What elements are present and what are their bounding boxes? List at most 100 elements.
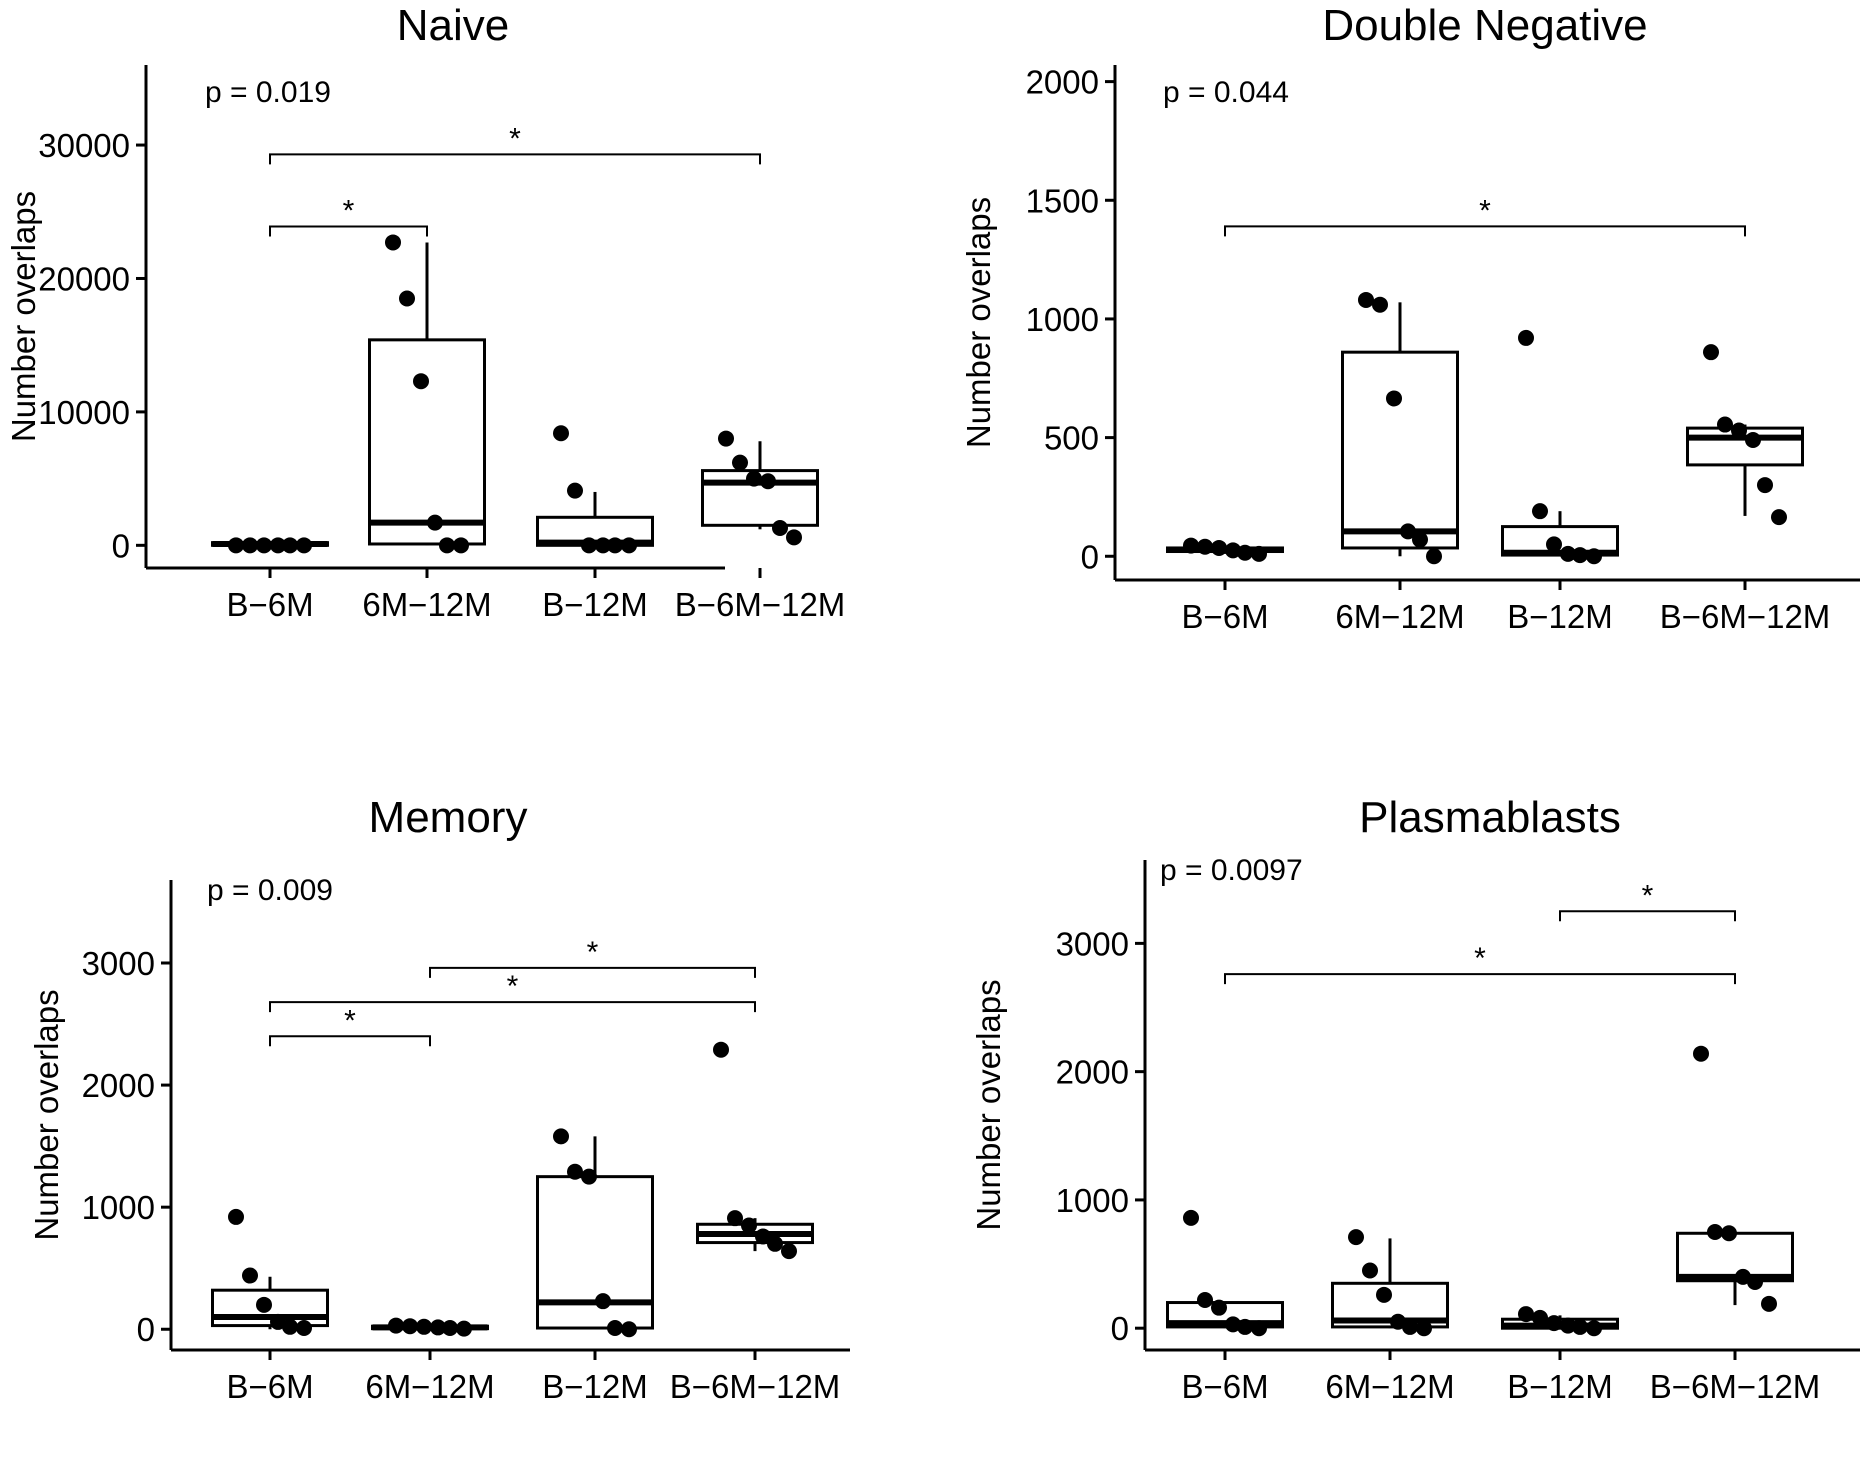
data-point: [1251, 1320, 1267, 1337]
data-point: [772, 519, 788, 536]
data-point: [282, 537, 298, 554]
panel-4: Plasmablasts 0 1000 2000 3000 Number overlaps…: [970, 793, 1860, 1405]
box-2: [1341, 291, 1459, 565]
data-point: [228, 1208, 244, 1225]
data-point: [1693, 1045, 1709, 1062]
x-tick-label: B−6M−12M: [675, 586, 846, 623]
x-tick-label: B−6M: [1181, 598, 1268, 635]
data-point: [228, 537, 244, 554]
data-point: [456, 1320, 472, 1337]
x-tick-label: B−6M−12M: [1650, 1368, 1821, 1405]
data-point: [1197, 1291, 1213, 1308]
data-point: [1348, 1229, 1364, 1246]
significance-star: *: [587, 936, 599, 969]
data-point: [442, 1320, 458, 1337]
significance-bracket: *: [269, 970, 756, 1013]
data-point: [741, 1217, 757, 1234]
x-tick-label: 6M−12M: [1325, 1368, 1454, 1405]
x-tick-label: B−6M: [226, 1368, 313, 1405]
panel-1: Naive 0 10000 20000 30000 Number overlaps B−6M…: [5, 1, 845, 623]
data-point: [621, 1321, 637, 1338]
x-tick-label: B−6M: [1181, 1368, 1268, 1405]
data-point: [1376, 1286, 1392, 1303]
significance-bracket: *: [269, 122, 761, 165]
data-point: [727, 1210, 743, 1227]
x-tick-label: B−12M: [1507, 598, 1612, 635]
data-point: [746, 470, 762, 487]
data-point: [1197, 538, 1213, 555]
y-tick-label: 1000: [82, 1189, 155, 1226]
data-point: [1402, 1318, 1418, 1335]
data-point: [1412, 531, 1428, 548]
y-tick-label: 2000: [1026, 64, 1099, 101]
data-point: [296, 1320, 312, 1337]
data-point: [1586, 1320, 1602, 1337]
bracket-line: [269, 153, 761, 165]
box-4: [1676, 1045, 1794, 1312]
data-point: [1426, 548, 1442, 565]
data-point: [1183, 537, 1199, 554]
significance-star: *: [1474, 942, 1486, 975]
data-point: [1572, 1318, 1588, 1335]
panel-title: Memory: [369, 793, 528, 842]
box-4: [701, 430, 819, 546]
bracket-line: [1224, 973, 1736, 985]
panel-title: Plasmablasts: [1359, 793, 1621, 842]
x-tick-label: B−12M: [542, 586, 647, 623]
data-point: [621, 537, 637, 554]
significance-star: *: [1642, 879, 1654, 912]
bracket-line: [1559, 910, 1736, 922]
x-tick-label: 6M−12M: [365, 1368, 494, 1405]
y-axis-label: Number overlaps: [28, 989, 65, 1240]
data-point: [1237, 544, 1253, 561]
y-tick-label: 2000: [1056, 1054, 1129, 1091]
y-axis-label: Number overlaps: [5, 191, 42, 442]
data-point: [270, 537, 286, 554]
data-point: [1183, 1209, 1199, 1226]
data-point: [781, 1243, 797, 1260]
data-point: [439, 537, 455, 554]
significance-star: *: [344, 1004, 356, 1037]
box-2: [368, 234, 486, 554]
box-4: [1686, 344, 1804, 526]
panel-3: Memory 0 1000 2000 3000 Number overlaps B−6M 6M…: [28, 793, 850, 1405]
significance-bracket: *: [269, 194, 428, 237]
significance-star: *: [343, 194, 355, 227]
data-point: [1546, 536, 1562, 553]
box-1: [211, 1208, 329, 1337]
box-iqr: [1676, 1231, 1794, 1283]
data-point: [430, 1319, 446, 1336]
p-value-label: p = 0.0097: [1160, 854, 1303, 887]
y-tick-label: 500: [1044, 420, 1099, 457]
data-point: [581, 537, 597, 554]
y-tick-label: 1000: [1056, 1182, 1129, 1219]
data-point: [1745, 431, 1761, 448]
data-point: [595, 537, 611, 554]
bracket-line: [429, 966, 756, 978]
data-point: [1390, 1313, 1406, 1330]
panel-title: Double Negative: [1322, 1, 1647, 50]
x-tick-label: B−12M: [542, 1368, 647, 1405]
data-point: [595, 1293, 611, 1310]
significance-star: *: [1479, 194, 1491, 227]
data-point: [1560, 545, 1576, 562]
data-point: [567, 1163, 583, 1180]
data-point: [453, 537, 469, 554]
data-point: [1518, 329, 1534, 346]
box-iqr: [1341, 350, 1459, 550]
data-point: [256, 537, 272, 554]
data-point: [270, 1313, 286, 1330]
data-point: [1717, 416, 1733, 433]
box-3: [1501, 329, 1619, 565]
x-tick-label: B−6M−12M: [670, 1368, 841, 1405]
panel-title: Naive: [397, 1, 510, 50]
p-value-label: p = 0.019: [205, 76, 331, 109]
y-tick-label: 20000: [38, 260, 130, 297]
y-tick-label: 1500: [1026, 182, 1099, 219]
data-point: [553, 425, 569, 442]
data-point: [1362, 1262, 1378, 1279]
data-point: [1707, 1223, 1723, 1240]
data-point: [581, 1168, 597, 1185]
significance-bracket: *: [1224, 942, 1736, 985]
